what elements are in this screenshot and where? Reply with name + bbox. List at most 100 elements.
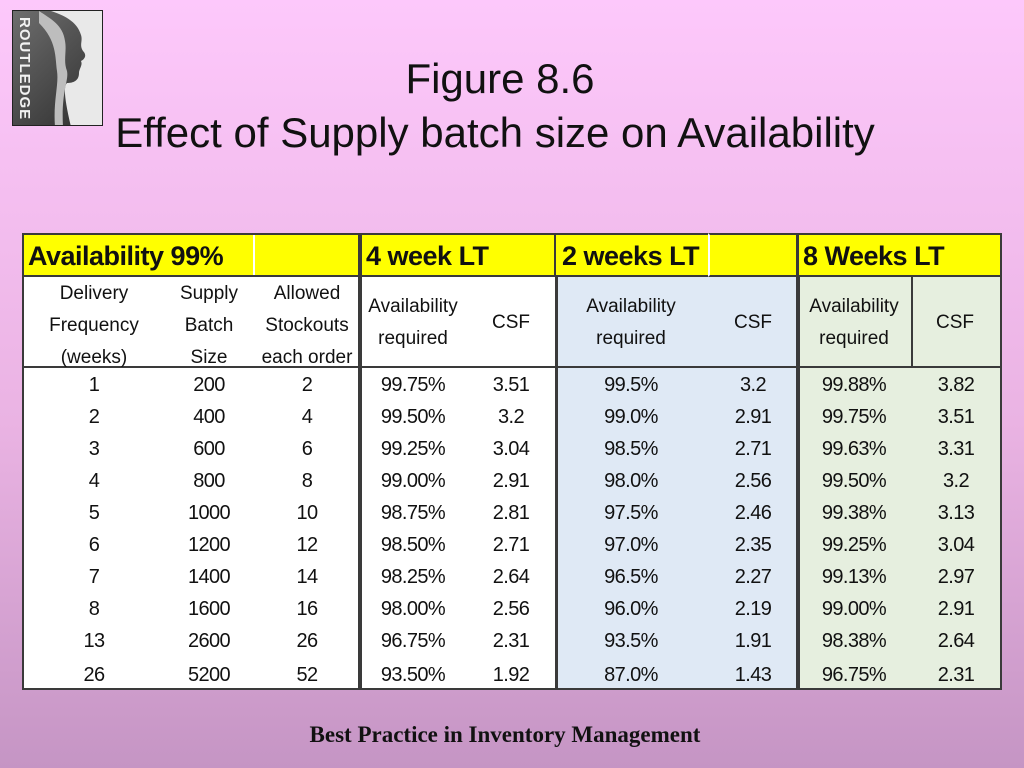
cell-availability-4w: 98.50%	[380, 534, 446, 556]
cell-delivery-frequency: 26	[83, 664, 105, 686]
cell-csf-4w: 2.81	[492, 502, 530, 524]
col-head-4w-csf: CSF	[492, 312, 530, 333]
cell-delivery-frequency: 6	[88, 534, 100, 556]
cell-csf-8w: 2.31	[937, 664, 975, 686]
cell-csf-2w: 2.56	[734, 470, 772, 492]
cell-delivery-frequency: 2	[88, 406, 100, 428]
logo-profile-icon	[39, 11, 102, 125]
cell-allowed-stockouts: 12	[296, 534, 318, 556]
cell-batch-size: 400	[193, 406, 225, 428]
cell-csf-4w: 2.56	[492, 598, 530, 620]
cell-availability-2w: 98.5%	[604, 438, 658, 460]
cell-csf-2w: 2.46	[734, 502, 772, 524]
col-head-8w-availability: Availability required	[809, 296, 899, 349]
figure-title: Effect of Supply batch size on Availabil…	[115, 109, 875, 156]
cell-availability-4w: 98.25%	[380, 566, 446, 588]
cell-availability-2w: 97.0%	[604, 534, 658, 556]
cell-batch-size: 800	[193, 470, 225, 492]
cell-csf-2w: 2.19	[734, 598, 772, 620]
divider-8-weeks	[911, 276, 913, 368]
cell-availability-2w: 99.5%	[604, 374, 658, 396]
cell-csf-4w: 2.31	[492, 630, 530, 652]
table-2-weeks-section	[555, 233, 798, 690]
cell-csf-8w: 3.82	[937, 374, 975, 396]
cell-availability-8w: 98.38%	[821, 630, 887, 652]
cell-availability-2w: 97.5%	[604, 502, 658, 524]
cell-availability-4w: 99.00%	[380, 470, 446, 492]
header-separator-right	[359, 366, 1002, 368]
cell-availability-4w: 98.00%	[380, 598, 446, 620]
footer-text: Best Practice in Inventory Management	[309, 722, 701, 747]
cell-csf-8w: 3.51	[937, 406, 975, 428]
cell-allowed-stockouts: 10	[296, 502, 318, 524]
cell-availability-4w: 98.75%	[380, 502, 446, 524]
cell-availability-8w: 99.63%	[821, 438, 887, 460]
cell-csf-2w: 2.35	[734, 534, 772, 556]
cell-allowed-stockouts: 16	[296, 598, 318, 620]
cell-allowed-stockouts: 6	[301, 438, 313, 460]
cell-csf-8w: 3.13	[937, 502, 975, 524]
group-label-4-week: 4 week LT	[366, 241, 489, 271]
cell-batch-size: 2600	[187, 630, 231, 652]
cell-batch-size: 1600	[187, 598, 231, 620]
cell-allowed-stockouts: 26	[296, 630, 318, 652]
cell-csf-4w: 2.64	[492, 566, 530, 588]
group-label-8-weeks: 8 Weeks LT	[803, 241, 945, 271]
cell-availability-8w: 99.50%	[821, 470, 887, 492]
col-head-supply-batch-size: Supply Batch Size	[179, 283, 239, 368]
cell-allowed-stockouts: 14	[296, 566, 318, 588]
group-label-2-weeks: 2 weeks LT	[562, 241, 700, 271]
cell-delivery-frequency: 7	[88, 566, 100, 588]
cell-availability-4w: 93.50%	[380, 664, 446, 686]
cell-allowed-stockouts: 52	[296, 664, 318, 686]
cell-batch-size: 1000	[187, 502, 231, 524]
cell-availability-2w: 87.0%	[604, 664, 658, 686]
cell-availability-8w: 99.00%	[821, 598, 887, 620]
cell-delivery-frequency: 3	[88, 438, 100, 460]
cell-availability-8w: 99.88%	[821, 374, 887, 396]
cell-delivery-frequency: 13	[83, 630, 105, 652]
cell-csf-2w: 1.91	[734, 630, 772, 652]
cell-availability-8w: 99.38%	[821, 502, 887, 524]
cell-availability-8w: 99.13%	[821, 566, 887, 588]
cell-csf-2w: 2.27	[734, 566, 772, 588]
cell-csf-4w: 2.71	[492, 534, 530, 556]
logo-wordmark: ROUTLEDGE	[16, 17, 33, 121]
cell-availability-2w: 96.5%	[604, 566, 658, 588]
cell-availability-8w: 96.75%	[821, 664, 887, 686]
cell-csf-2w: 3.2	[739, 374, 767, 396]
cell-delivery-frequency: 1	[88, 374, 100, 396]
header-4-week-bar	[360, 233, 556, 277]
cell-csf-8w: 2.64	[937, 630, 975, 652]
cell-availability-4w: 99.50%	[380, 406, 446, 428]
col-head-2w-csf: CSF	[734, 312, 772, 333]
availability-label: Availability 99%	[28, 241, 224, 271]
table-8-weeks-section	[797, 233, 1002, 690]
cell-delivery-frequency: 8	[88, 598, 100, 620]
col-head-4w-availability: Availability required	[368, 296, 458, 349]
cell-delivery-frequency: 5	[88, 502, 100, 524]
cell-availability-8w: 99.25%	[821, 534, 887, 556]
header-2-weeks-empty-cell	[708, 233, 798, 277]
cell-csf-8w: 2.91	[937, 598, 975, 620]
cell-batch-size: 1400	[187, 566, 231, 588]
col-head-8w-csf: CSF	[936, 312, 974, 333]
col-head-2w-availability: Availability required	[586, 296, 676, 349]
figure-number: Figure 8.6	[405, 55, 595, 102]
cell-csf-2w: 2.71	[734, 438, 772, 460]
cell-availability-8w: 99.75%	[821, 406, 887, 428]
header-8-weeks-bar	[797, 233, 1002, 277]
table-4-week-section	[359, 233, 557, 690]
cell-csf-4w: 1.92	[492, 664, 530, 686]
cell-allowed-stockouts: 2	[301, 374, 313, 396]
availability-header-bar	[22, 233, 360, 277]
cell-allowed-stockouts: 4	[301, 406, 313, 428]
cell-csf-2w: 1.43	[734, 664, 772, 686]
header-separator-left	[22, 366, 360, 368]
cell-availability-2w: 99.0%	[604, 406, 658, 428]
cell-csf-4w: 3.51	[492, 374, 530, 396]
header-2-weeks-bar	[556, 233, 708, 277]
cell-csf-8w: 3.04	[937, 534, 975, 556]
cell-batch-size: 600	[193, 438, 225, 460]
cell-availability-4w: 99.75%	[380, 374, 446, 396]
